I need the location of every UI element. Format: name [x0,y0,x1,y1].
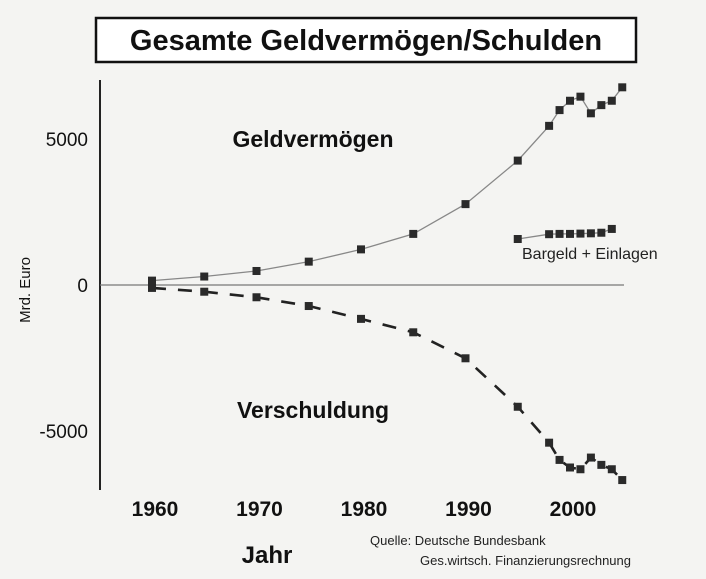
x-axis-label: Jahr [242,542,293,569]
data-point-geldverm-gen [586,109,595,118]
data-point-bargeld-einlagen [545,230,554,239]
annotation-bargeld: Bargeld + Einlagen [522,246,658,263]
data-point-verschuldung [200,287,209,296]
x-tick-label: 1960 [132,498,179,521]
title-box [94,16,638,64]
data-point-geldverm-gen [357,245,365,254]
source-line-2: Ges.wirtsch. Finanzierungsrechnung [420,553,631,568]
data-point-verschuldung [607,465,616,474]
data-point-geldverm-gen [148,276,156,285]
y-tick-label: -5000 [39,422,88,443]
data-point-bargeld-einlagen [597,228,606,237]
y-axis-label: Mrd. Euro [17,257,34,323]
x-tick-label: 2000 [550,498,597,521]
data-point-geldverm-gen [304,257,313,266]
x-tick-label: 1990 [445,498,492,521]
y-tick-label: 0 [77,276,88,297]
data-point-geldverm-gen [200,272,209,281]
data-point-verschuldung [409,328,418,337]
series-line-verschuldung [151,286,624,482]
y-tick-label: 5000 [46,130,88,151]
data-point-geldverm-gen [252,266,261,275]
data-point-verschuldung [586,453,595,462]
data-point-bargeld-einlagen [576,229,585,238]
data-point-verschuldung [618,476,627,485]
data-point-bargeld-einlagen [513,235,522,244]
annotation-geldvermoegen: Geldvermögen [232,126,393,152]
data-point-verschuldung [545,438,554,447]
data-point-verschuldung [304,302,313,311]
data-point-verschuldung [252,293,261,302]
data-point-verschuldung [461,354,470,363]
x-tick-label: 1970 [236,498,283,521]
data-point-geldverm-gen [618,83,627,92]
data-point-verschuldung [513,402,522,411]
data-point-geldverm-gen [607,96,616,105]
data-point-geldverm-gen [409,229,418,238]
data-point-bargeld-einlagen [555,229,564,238]
data-point-geldverm-gen [576,92,585,101]
data-point-geldverm-gen [555,106,564,115]
data-point-bargeld-einlagen [566,229,574,238]
data-point-verschuldung [148,283,156,292]
source-line-1: Quelle: Deutsche Bundesbank [370,533,546,548]
data-point-bargeld-einlagen [586,229,595,238]
chart-title: Gesamte Geldvermögen/Schulden [130,25,602,57]
data-point-geldverm-gen [513,156,522,165]
data-point-verschuldung [576,465,585,474]
data-point-verschuldung [597,460,606,469]
data-point-verschuldung [555,455,564,464]
data-point-verschuldung [566,463,574,472]
data-point-geldverm-gen [566,96,574,105]
annotation-verschuldung: Verschuldung [237,397,389,423]
data-point-geldverm-gen [461,200,470,209]
data-point-geldverm-gen [545,121,554,130]
data-point-bargeld-einlagen [607,224,616,233]
data-point-verschuldung [357,314,365,323]
series-line-geldverm-gen [151,86,623,282]
data-point-geldverm-gen [597,101,606,110]
x-tick-label: 1980 [341,498,388,521]
